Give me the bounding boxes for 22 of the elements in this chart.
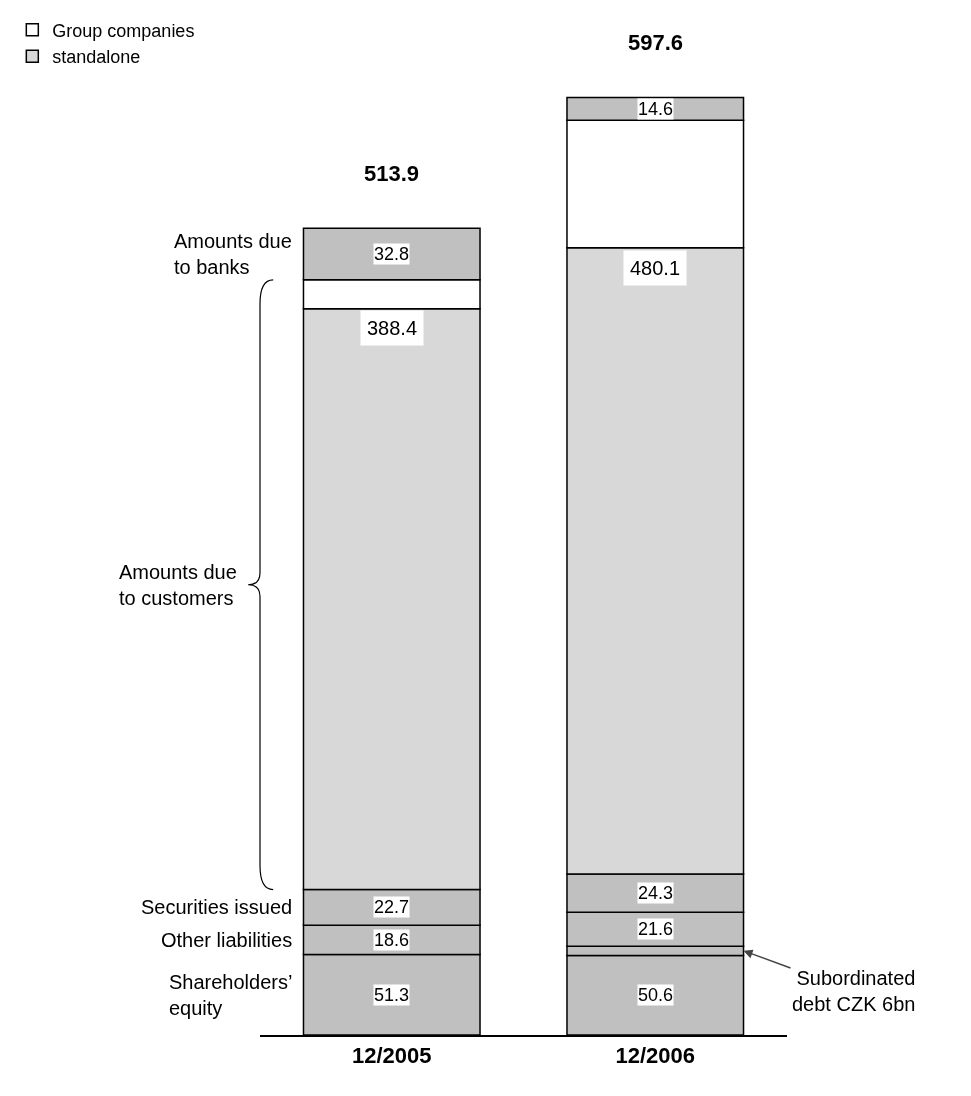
data-label: 24.3: [638, 883, 674, 903]
data-label: 14.6: [638, 99, 674, 119]
x-tick-label: 12/2006: [615, 1042, 696, 1068]
series-label: Amounts due to banks: [174, 230, 292, 278]
series-label: Securities issued: [141, 896, 293, 918]
legend-label: Group companies: [52, 20, 195, 41]
series-label: Shareholders’ equity: [169, 971, 293, 1019]
series-label: Other liabilities: [161, 929, 293, 951]
x-tick-label: 12/2005: [351, 1042, 432, 1068]
total-label: 597.6: [628, 30, 684, 55]
data-label: 18.6: [374, 930, 410, 950]
data-label: 21.6: [638, 919, 674, 939]
data-label: 51.3: [374, 985, 410, 1005]
text: Amounts due to customers: [119, 561, 237, 609]
legend-label: standalone: [52, 47, 141, 68]
text: Subordinated debt CZK 6bn: [792, 967, 916, 1015]
annotation: 388.4: [367, 317, 418, 339]
data-label: 22.7: [374, 897, 410, 917]
total-label: 513.9: [364, 161, 420, 186]
annotation: 480.1: [630, 257, 681, 279]
data-label: 50.6: [638, 985, 674, 1005]
data-label: 32.8: [374, 244, 410, 264]
